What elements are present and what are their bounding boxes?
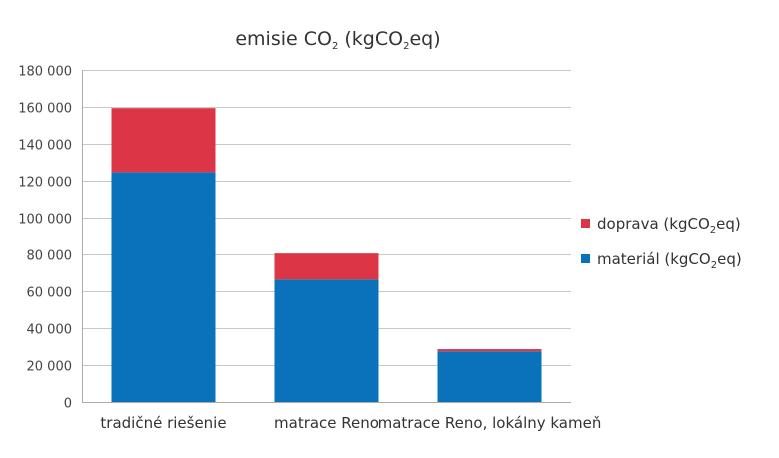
y-tick-label: 20 000: [27, 360, 73, 375]
bar-segment: [274, 279, 379, 402]
bar-segment: [111, 108, 216, 173]
y-tick-label: 80 000: [27, 249, 73, 264]
legend-label: materiál (kgCO2eq): [597, 250, 742, 271]
bars: [111, 108, 542, 402]
bar-segment: [437, 349, 542, 352]
y-tick-label: 40 000: [27, 323, 73, 338]
y-tick-label: 140 000: [18, 139, 72, 154]
y-tick-label: 160 000: [18, 102, 72, 117]
bar-segment: [437, 351, 542, 402]
x-tick-label: matrace Reno, lokálny kameň: [378, 414, 602, 432]
bar-segment: [111, 172, 216, 402]
y-tick-label: 60 000: [27, 286, 73, 301]
chart-title: emisie CO2 (kgCO2eq): [235, 28, 440, 52]
legend-label: doprava (kgCO2eq): [597, 215, 741, 236]
legend: doprava (kgCO2eq) materiál (kgCO2eq): [581, 215, 742, 271]
legend-swatch: [581, 254, 590, 263]
y-tick-label: 0: [64, 397, 72, 412]
x-tick-label: tradičné riešenie: [100, 414, 226, 432]
y-tick-label: 180 000: [18, 65, 72, 80]
y-tick-label: 120 000: [18, 176, 72, 191]
bar-segment: [274, 253, 379, 280]
legend-swatch: [581, 219, 590, 228]
x-tick-label: matrace Reno: [274, 414, 379, 432]
y-axis-ticks: 0 20 000 40 000 60 000 80 000 100 000 120 000 1…: [18, 65, 72, 412]
y-tick-label: 100 000: [18, 213, 72, 228]
